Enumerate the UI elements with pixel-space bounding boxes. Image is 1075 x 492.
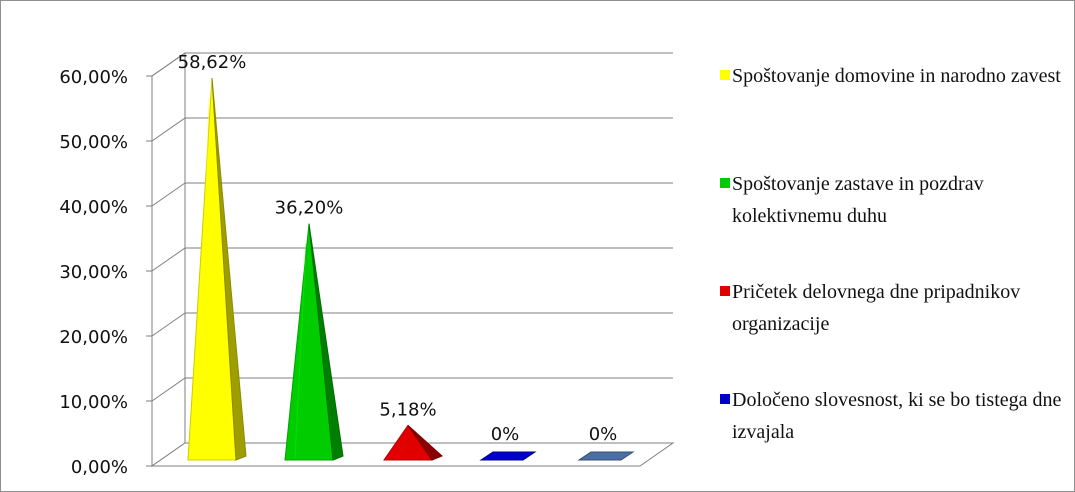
gridline-diagonal — [151, 247, 186, 272]
legend-swatch-0 — [720, 70, 730, 80]
gridline-diagonal — [151, 182, 186, 207]
bar-highlight — [393, 445, 406, 459]
legend-item-3: Določeno slovesnost, ki se bo tistega dn… — [720, 382, 1070, 490]
y-tick-label: 0,00% — [71, 457, 128, 478]
y-tick-label: 20,00% — [59, 327, 128, 348]
y-tick-label: 10,00% — [59, 392, 128, 413]
legend-label-2: Pričetek delovnega dne pripadnikov organ… — [732, 281, 1021, 335]
y-tick-label: 30,00% — [59, 262, 128, 283]
y-tick-label: 60,00% — [59, 67, 128, 88]
y-tick-label: 50,00% — [59, 132, 128, 153]
data-label: 58,62% — [178, 52, 247, 73]
bar-highlight — [294, 243, 307, 459]
legend-label-0: Spoštovanje domovine in narodno zavest — [732, 65, 1061, 87]
bar-side — [308, 223, 344, 461]
bar-side — [407, 424, 443, 461]
data-label: 0% — [491, 424, 520, 445]
legend-item-2: Pričetek delovnega dne pripadnikov organ… — [720, 274, 1070, 382]
data-label: 0% — [589, 424, 618, 445]
legend-swatch-2 — [720, 286, 730, 296]
bar-side — [211, 77, 247, 461]
gridline-diagonal — [151, 117, 186, 142]
legend-swatch-3 — [720, 394, 730, 404]
gridline-diagonal — [151, 377, 186, 402]
data-label: 36,20% — [275, 198, 344, 219]
legend-swatch-1 — [720, 178, 730, 188]
gridline-diagonal — [151, 52, 186, 77]
bar-flat — [479, 451, 537, 461]
legend-item-0: Spoštovanje domovine in narodno zavest — [720, 58, 1070, 166]
legend: Spoštovanje domovine in narodno zavest S… — [720, 58, 1070, 490]
y-tick-label: 40,00% — [59, 197, 128, 218]
legend-item-1: Spoštovanje zastave in pozdrav kolektivn… — [720, 166, 1070, 274]
legend-label-3: Določeno slovesnost, ki se bo tistega dn… — [732, 389, 1062, 443]
gridline-diagonal — [151, 312, 186, 337]
bar-highlight — [197, 97, 210, 459]
legend-label-1: Spoštovanje zastave in pozdrav kolektivn… — [732, 173, 984, 227]
bar-flat — [577, 451, 635, 461]
data-label: 5,18% — [379, 399, 436, 420]
